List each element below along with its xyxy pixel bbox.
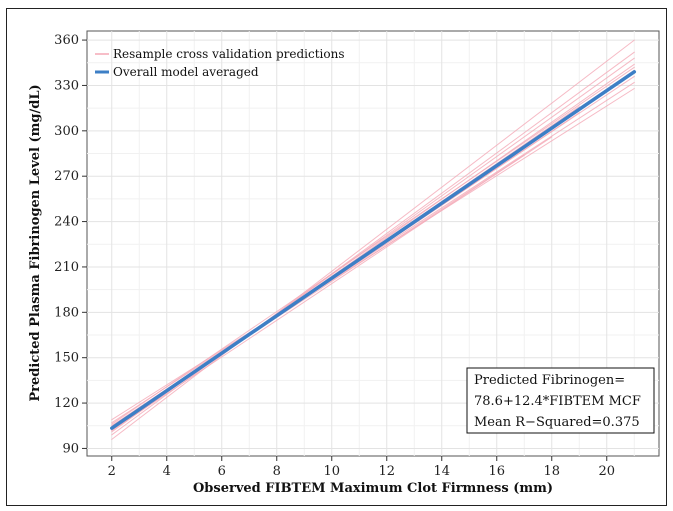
x-tick-label: 2 bbox=[108, 464, 116, 479]
x-tick-label: 20 bbox=[598, 464, 615, 479]
x-tick-label: 12 bbox=[378, 464, 395, 479]
legend: Resample cross validation predictions Ov… bbox=[95, 47, 344, 79]
series-line-resample bbox=[111, 66, 635, 425]
y-tick-label: 150 bbox=[54, 351, 79, 366]
legend-label-resample: Resample cross validation predictions bbox=[113, 47, 344, 61]
x-tick-label: 18 bbox=[543, 464, 560, 479]
y-tick-label: 360 bbox=[54, 33, 79, 48]
x-tick-label: 6 bbox=[218, 464, 226, 479]
model-annotation: Predicted Fibrinogen= 78.6+12.4*FIBTEM M… bbox=[466, 367, 655, 434]
y-axis-title: Predicted Plasma Fibrinogen Level (mg/dL… bbox=[28, 84, 43, 401]
y-tick-label: 90 bbox=[62, 441, 79, 456]
y-tick-label: 120 bbox=[54, 396, 79, 411]
annotation-line-3: Mean R−Squared=0.375 bbox=[474, 415, 640, 430]
annotation-line-1: Predicted Fibrinogen= bbox=[474, 373, 625, 388]
series-lines bbox=[110, 39, 637, 440]
x-tick-label: 4 bbox=[163, 464, 171, 479]
y-tick-label: 330 bbox=[54, 78, 79, 93]
x-tick-label: 8 bbox=[273, 464, 281, 479]
series-line-resample bbox=[111, 81, 635, 424]
series-line-resample bbox=[111, 39, 635, 440]
y-tick-label: 270 bbox=[54, 169, 79, 184]
x-tick-label: 16 bbox=[488, 464, 505, 479]
annotation-box bbox=[466, 367, 655, 434]
series-line-overall bbox=[110, 70, 637, 430]
legend-label-overall: Overall model averaged bbox=[113, 65, 259, 79]
series-line-resample bbox=[111, 136, 553, 431]
y-tick-label: 240 bbox=[54, 215, 79, 230]
y-tick-label: 210 bbox=[54, 260, 79, 275]
y-tick-label: 180 bbox=[54, 305, 79, 320]
annotation-line-2: 78.6+12.4*FIBTEM MCF bbox=[474, 394, 641, 409]
y-tick-label: 300 bbox=[54, 124, 79, 139]
y-axis-ticks: 90 120 150 180 210 240 270 300 330 360 bbox=[54, 33, 87, 456]
x-tick-label: 14 bbox=[433, 464, 450, 479]
grid bbox=[87, 31, 659, 456]
x-axis-title: Observed FIBTEM Maximum Clot Firmness (m… bbox=[193, 481, 553, 496]
series-line-resample bbox=[111, 51, 635, 436]
x-tick-label: 10 bbox=[323, 464, 340, 479]
x-axis-ticks: 2 4 6 8 10 12 14 16 18 20 bbox=[108, 456, 615, 479]
